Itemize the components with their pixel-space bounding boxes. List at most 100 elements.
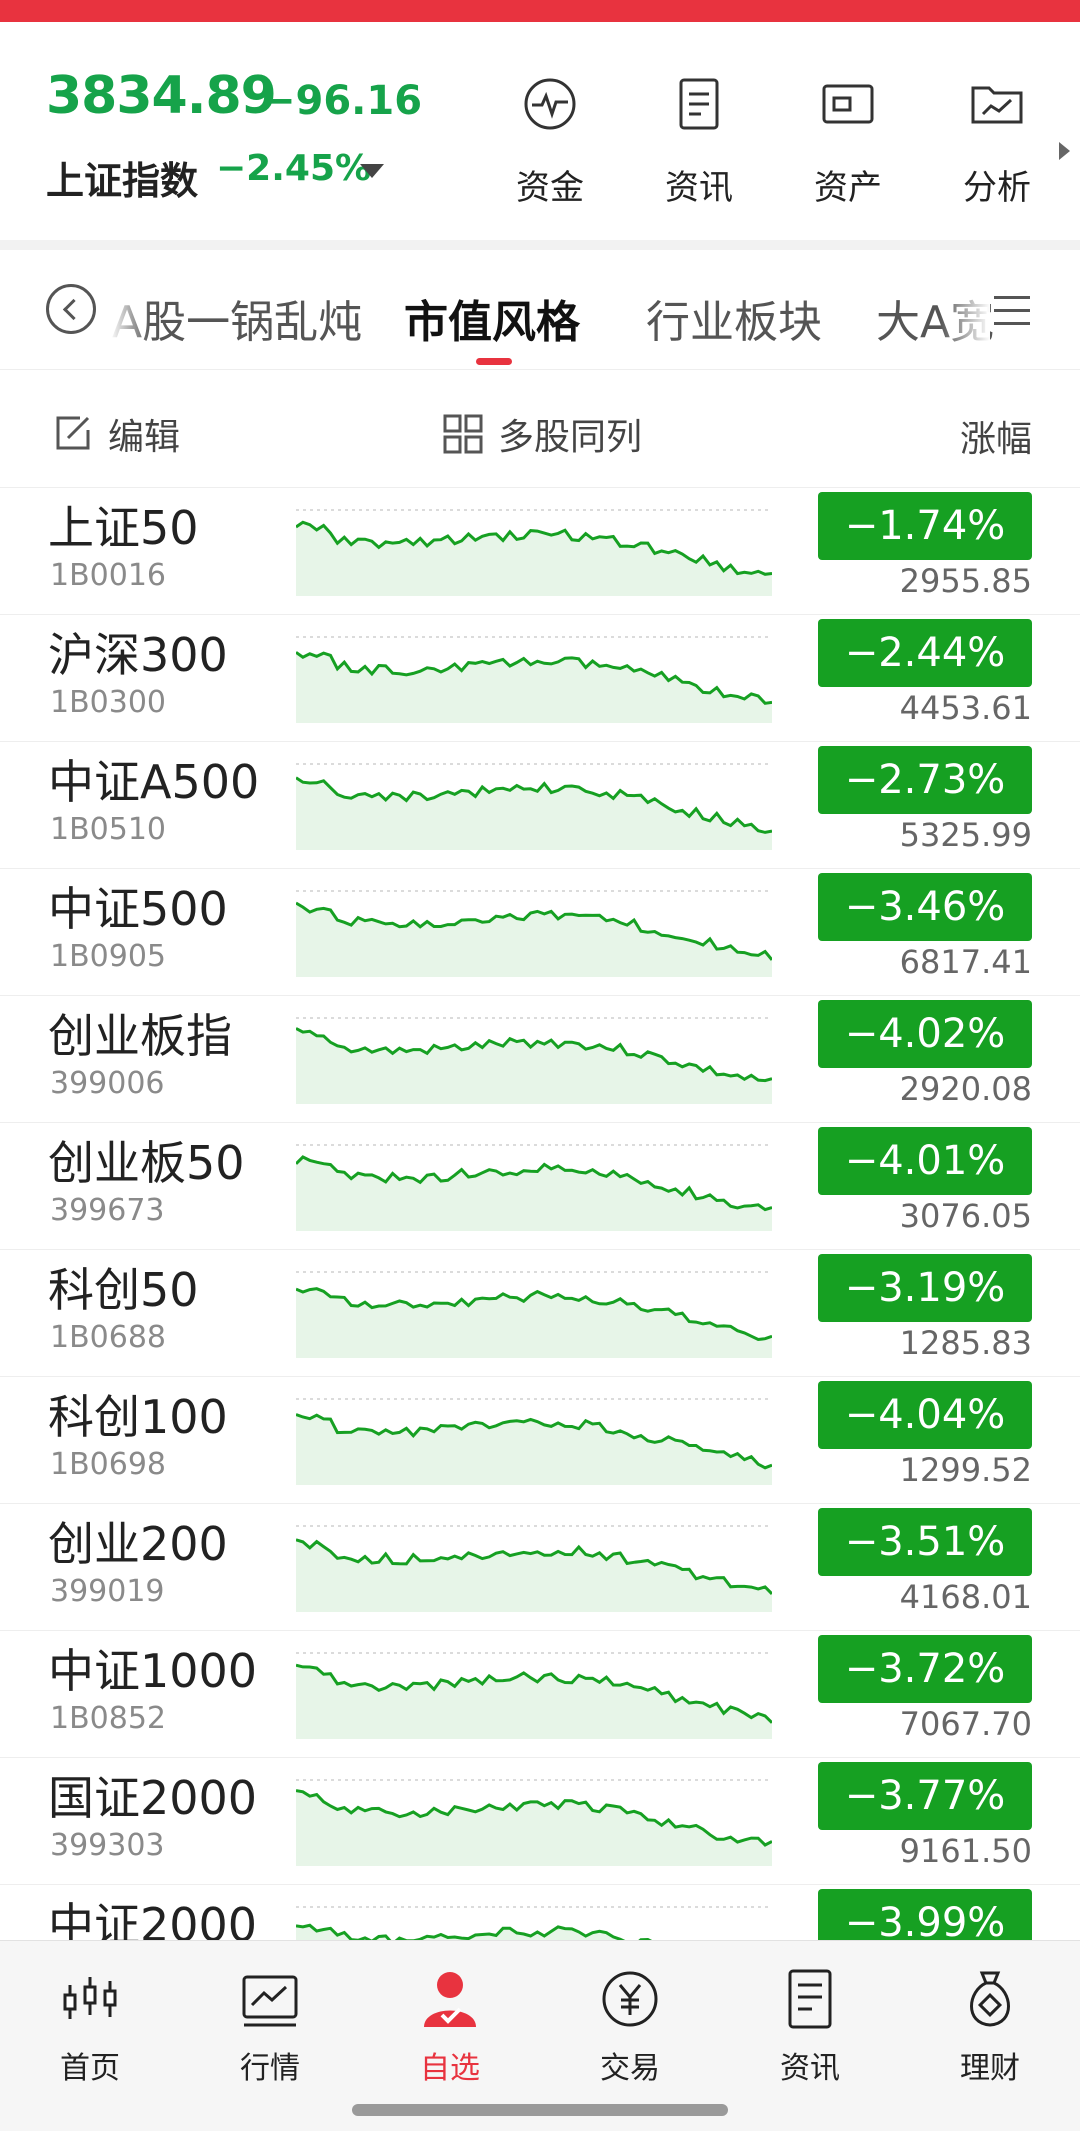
tab-industry-sector[interactable]: 行业板块 [646, 297, 822, 348]
security-code: 399019 [50, 1574, 165, 1609]
active-tab-indicator [476, 358, 512, 365]
multi-stock-label: 多股同列 [498, 417, 643, 458]
nav-trade[interactable]: 交易 [560, 1967, 700, 2087]
nav-label: 行情 [240, 2051, 300, 2086]
quick-action-analysis[interactable]: 分析 [942, 74, 1052, 209]
change-badge[interactable]: −3.19% [818, 1254, 1032, 1322]
money-bag-icon [970, 1971, 1010, 2027]
tab-a-share-mix[interactable]: A股一锅乱炖 [112, 297, 363, 348]
list-item[interactable]: 沪深300 1B0300 −2.44% 4453.61 [0, 615, 1080, 742]
security-code: 399673 [50, 1193, 165, 1228]
security-name: 中证2000 [48, 1898, 258, 1940]
pulse-chart-icon [524, 78, 576, 130]
nav-label: 交易 [600, 2051, 660, 2086]
change-badge[interactable]: −3.77% [818, 1762, 1032, 1830]
nav-wealth[interactable]: 理财 [920, 1967, 1060, 2087]
list-item[interactable]: 创业板50 399673 −4.01% 3076.05 [0, 1123, 1080, 1250]
quick-action-label: 资产 [814, 168, 882, 208]
security-code: 1B0688 [50, 1320, 167, 1355]
security-code: 399303 [50, 1828, 165, 1863]
watchlist: 上证50 1B0016 −1.74% 2955.85 沪深300 1B0300 … [0, 488, 1080, 1940]
list-item[interactable]: 中证500 1B0905 −3.46% 6817.41 [0, 869, 1080, 996]
sparkline-chart [296, 1017, 772, 1104]
quick-action-funds[interactable]: 资金 [495, 74, 605, 209]
security-name: 中证A500 [48, 755, 260, 809]
list-item[interactable]: 科创50 1B0688 −3.19% 1285.83 [0, 1250, 1080, 1377]
last-price: 4453.61 [899, 689, 1032, 727]
change-badge[interactable]: −2.73% [818, 746, 1032, 814]
sparkline-chart [296, 1398, 772, 1485]
list-item[interactable]: 科创100 1B0698 −4.04% 1299.52 [0, 1377, 1080, 1504]
security-code: 1B0510 [50, 812, 167, 847]
sparkline-chart [296, 636, 772, 723]
security-name: 科创50 [48, 1263, 199, 1317]
security-code: 1B0905 [50, 939, 167, 974]
last-price: 3076.05 [899, 1197, 1032, 1235]
sparkline-chart [296, 1271, 772, 1358]
change-badge[interactable]: −3.46% [818, 873, 1032, 941]
nav-label: 资讯 [780, 2051, 840, 2086]
change-badge[interactable]: −4.01% [818, 1127, 1032, 1195]
list-item[interactable]: 中证1000 1B0852 −3.72% 7067.70 [0, 1631, 1080, 1758]
security-code: 1B0016 [50, 558, 167, 593]
back-circle-icon[interactable] [46, 284, 96, 334]
list-item[interactable]: 国证2000 399303 −3.77% 9161.50 [0, 1758, 1080, 1885]
quick-action-label: 资讯 [665, 168, 733, 208]
change-badge[interactable]: −3.72% [818, 1635, 1032, 1703]
category-tabs: A股一锅乱炖 市值风格 行业板块 大A宽 [0, 250, 1080, 370]
security-name: 上证50 [48, 501, 199, 555]
index-dropdown-caret[interactable] [360, 164, 384, 178]
list-toolbar: 编辑 多股同列 涨幅 [0, 370, 1080, 488]
quick-action-news[interactable]: 资讯 [644, 74, 754, 209]
more-arrow-icon[interactable] [1059, 142, 1070, 160]
market-chart-icon [242, 1975, 298, 2027]
security-code: 1B0698 [50, 1447, 167, 1482]
last-price: 1285.83 [899, 1324, 1032, 1362]
edit-button[interactable]: 编辑 [50, 408, 180, 460]
index-name[interactable]: 上证指数 [46, 159, 199, 203]
security-name: 创业板50 [48, 1136, 245, 1190]
security-name: 国证2000 [48, 1771, 258, 1825]
quick-action-assets[interactable]: 资产 [793, 74, 903, 209]
sparkline-chart [296, 1525, 772, 1612]
multi-stock-button[interactable]: 多股同列 [442, 408, 642, 460]
section-divider [0, 240, 1080, 250]
list-item[interactable]: 中证2000 −3.99% [0, 1885, 1080, 1940]
sort-change-button[interactable]: 涨幅 [959, 419, 1032, 460]
tab-market-cap-style[interactable]: 市值风格 [404, 297, 580, 348]
security-name: 创业板指 [48, 1009, 232, 1063]
change-badge[interactable]: −2.44% [818, 619, 1032, 687]
nav-label: 自选 [420, 2051, 480, 2086]
security-code: 399006 [50, 1066, 165, 1101]
index-value[interactable]: 3834.89 [46, 66, 277, 126]
change-badge[interactable]: −4.02% [818, 1000, 1032, 1068]
sparkline-chart [296, 763, 772, 850]
last-price: 7067.70 [899, 1705, 1032, 1743]
yen-coin-icon [602, 1971, 658, 2027]
list-item[interactable]: 中证A500 1B0510 −2.73% 5325.99 [0, 742, 1080, 869]
list-item[interactable]: 上证50 1B0016 −1.74% 2955.85 [0, 488, 1080, 615]
nav-news[interactable]: 资讯 [740, 1967, 880, 2087]
change-badge[interactable]: −3.51% [818, 1508, 1032, 1576]
security-name: 中证500 [48, 882, 228, 936]
list-item[interactable]: 创业200 399019 −3.51% 4168.01 [0, 1504, 1080, 1631]
quick-action-label: 分析 [963, 168, 1031, 208]
news-icon [788, 1969, 832, 2029]
change-badge[interactable]: −3.99% [818, 1889, 1032, 1940]
index-header: 3834.89 −96.16 上证指数 −2.45% 资金 资讯 资产 分析 [0, 22, 1080, 240]
menu-icon[interactable] [994, 296, 1030, 326]
sparkline-chart [296, 1144, 772, 1231]
last-price: 4168.01 [899, 1578, 1032, 1616]
nav-home[interactable]: 首页 [20, 1967, 160, 2087]
edit-icon [56, 416, 90, 450]
candlestick-icon [63, 1977, 117, 2019]
nav-market[interactable]: 行情 [200, 1967, 340, 2087]
list-item[interactable]: 创业板指 399006 −4.02% 2920.08 [0, 996, 1080, 1123]
security-code: 1B0852 [50, 1701, 167, 1736]
last-price: 9161.50 [899, 1832, 1032, 1870]
change-badge[interactable]: −1.74% [818, 492, 1032, 560]
sparkline-chart [296, 1652, 772, 1739]
nav-watchlist[interactable]: 自选 [380, 1967, 520, 2087]
change-badge[interactable]: −4.04% [818, 1381, 1032, 1449]
security-name: 沪深300 [48, 628, 228, 682]
